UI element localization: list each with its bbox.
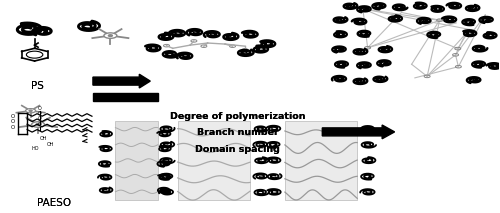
Text: O: O <box>11 125 15 130</box>
Text: O: O <box>11 119 15 124</box>
Text: O: O <box>38 111 42 116</box>
Bar <box>285 121 357 200</box>
Text: O: O <box>11 114 15 118</box>
Text: O: O <box>38 116 42 121</box>
Text: O: O <box>38 106 42 111</box>
Bar <box>178 121 250 200</box>
Text: HO: HO <box>32 146 40 151</box>
Bar <box>116 121 158 200</box>
Circle shape <box>29 110 32 111</box>
Text: Degree of polymerization: Degree of polymerization <box>170 112 306 121</box>
FancyArrow shape <box>322 125 394 139</box>
Circle shape <box>36 124 40 125</box>
Text: Domain spacing: Domain spacing <box>195 145 280 154</box>
Text: OH: OH <box>47 142 54 147</box>
Text: PS: PS <box>30 81 44 91</box>
Text: PAESO: PAESO <box>38 198 72 208</box>
FancyArrow shape <box>93 74 150 88</box>
Circle shape <box>108 35 112 36</box>
Text: OH: OH <box>40 136 47 141</box>
Text: PAESO: PAESO <box>38 198 72 208</box>
Text: PS: PS <box>30 81 44 91</box>
Text: Degree of polymerization: Degree of polymerization <box>170 112 306 121</box>
Text: O: O <box>38 122 42 127</box>
Text: Branch number: Branch number <box>196 128 278 137</box>
Text: Branch number: Branch number <box>196 128 278 137</box>
Bar <box>93 93 158 101</box>
Text: Domain spacing: Domain spacing <box>195 145 280 154</box>
